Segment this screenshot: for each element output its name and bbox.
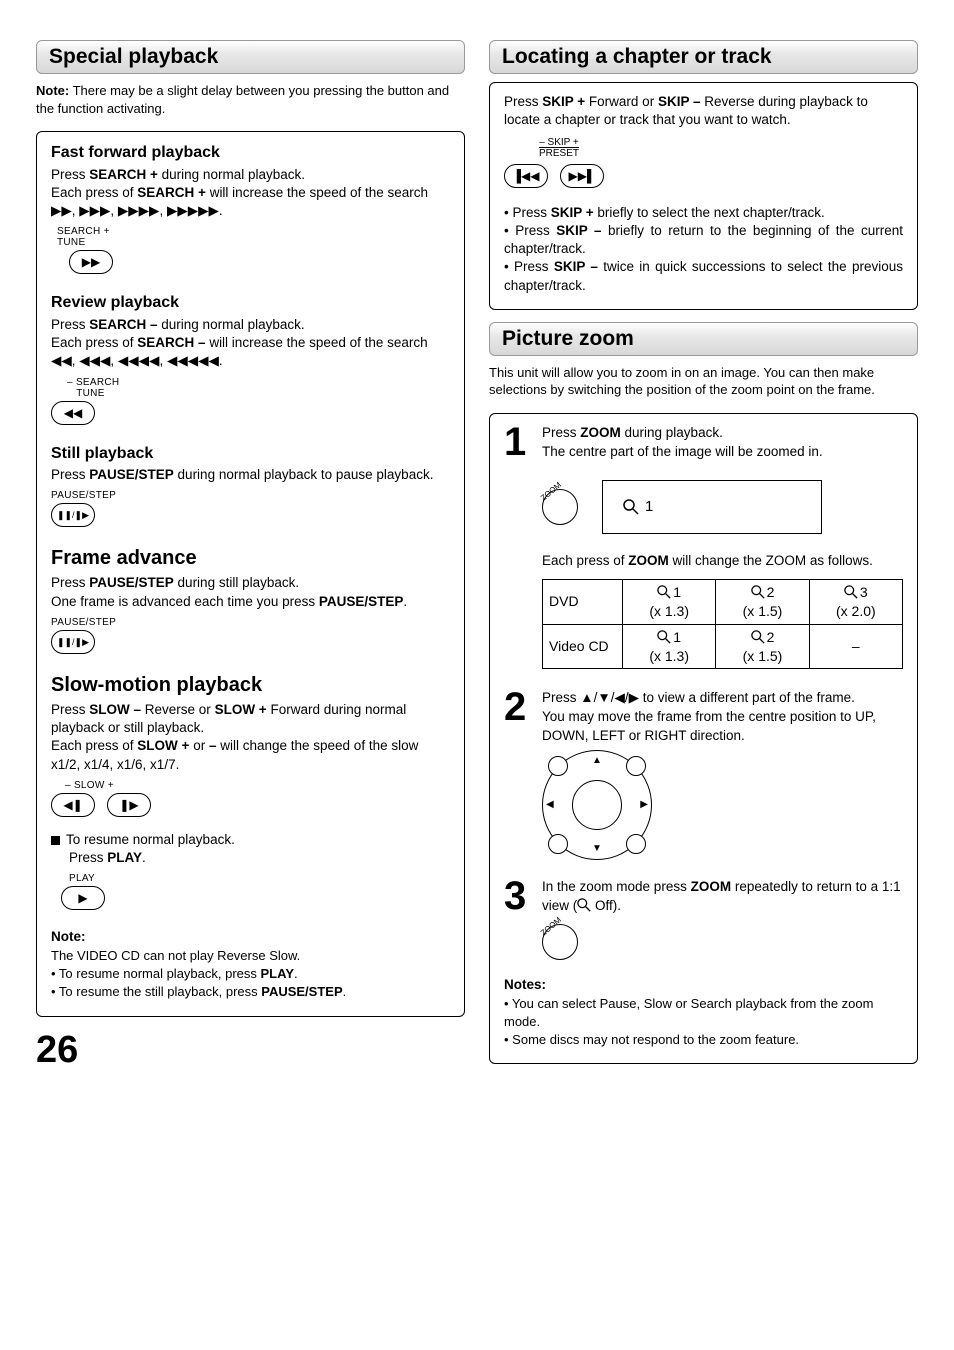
note-l3: • To resume the still playback, press PA… (51, 983, 450, 1001)
zoom-notes: Notes: • You can select Pause, Slow or S… (504, 976, 903, 1049)
search-minus-button-icon: ◀◀ (51, 401, 95, 425)
heading-locate: Locating a chapter or track (502, 45, 905, 69)
frame-btn-label: PAUSE/STEP (51, 617, 450, 628)
square-bullet-icon (51, 836, 60, 845)
rev-line1: Press SEARCH – during normal playback. (51, 316, 450, 334)
step1-l2: The centre part of the image will be zoo… (542, 443, 903, 462)
notes-heading: Notes: (504, 976, 903, 995)
still-btn-label: PAUSE/STEP (51, 490, 450, 501)
ff-btn-label: SEARCH + TUNE (57, 226, 450, 248)
locate-line1: Press SKIP + Forward or SKIP – Reverse d… (504, 93, 903, 129)
dpad-icon: ▲▼ ◀▶ (542, 750, 652, 860)
note-l1: The VIDEO CD can not play Reverse Slow. (51, 947, 450, 965)
step1-l3: Each press of ZOOM will change the ZOOM … (542, 552, 903, 571)
left-column: Special playback Note: There may be a sl… (36, 40, 465, 1076)
section-header-locate: Locating a chapter or track (489, 40, 918, 74)
locate-b1: • Press SKIP + briefly to select the nex… (504, 204, 903, 222)
zoom-button-icon: ZOOM (542, 489, 578, 525)
frame-line2: One frame is advanced each time you pres… (51, 593, 450, 611)
section-header-special: Special playback (36, 40, 465, 74)
slow-note: Note: The VIDEO CD can not play Reverse … (51, 928, 450, 1001)
playback-box: Fast forward playback Press SEARCH + dur… (36, 131, 465, 1017)
notes-l2: • Some discs may not respond to the zoom… (504, 1031, 903, 1049)
rev-block: Review playback Press SEARCH – during no… (51, 292, 450, 430)
skip-label-row: – SKIP + PRESET (514, 137, 903, 161)
note-l2: • To resume normal playback, press PLAY. (51, 965, 450, 983)
magnifier-icon (577, 898, 591, 912)
step-2: 2 Press ▲/▼/◀/▶ to view a different part… (504, 689, 903, 868)
tcell: 2(x 1.5) (716, 624, 809, 669)
slow-plus-button-icon: ❚▶ (107, 793, 151, 817)
ff-line2: Each press of SEARCH + will increase the… (51, 184, 450, 220)
page-number: 26 (36, 1029, 465, 1072)
heading-special: Special playback (49, 45, 452, 69)
note-text: There may be a slight delay between you … (36, 83, 449, 116)
tcell: 3(x 2.0) (809, 579, 902, 624)
section-header-zoom: Picture zoom (489, 322, 918, 356)
slow-title: Slow-motion playback (51, 672, 450, 699)
still-block: Still playback Press PAUSE/STEP during n… (51, 443, 450, 534)
ff-line1: Press SEARCH + during normal playback. (51, 166, 450, 184)
ff-title: Fast forward playback (51, 142, 450, 164)
slow-line2: Each press of SLOW + or – will change th… (51, 737, 450, 773)
locate-b3: • Press SKIP – twice in quick succession… (504, 258, 903, 294)
osd-display: 1 (602, 480, 822, 534)
tcell: – (809, 624, 902, 669)
zoom-button-icon-2: ZOOM (542, 924, 578, 960)
rev-title: Review playback (51, 292, 450, 314)
step1-l1: Press ZOOM during playback. (542, 424, 903, 443)
frame-block: Frame advance Press PAUSE/STEP during st… (51, 545, 450, 659)
resume-line: To resume normal playback. Press PLAY. (51, 831, 450, 867)
slow-minus-button-icon: ◀❚ (51, 793, 95, 817)
rev-btn-label: – SEARCH TUNE (67, 377, 450, 399)
page-content: Special playback Note: There may be a sl… (36, 40, 918, 1076)
skip-plus-button-icon: ▶▶▌ (560, 164, 604, 188)
zoom-box: 1 Press ZOOM during playback. The centre… (489, 413, 918, 1064)
search-plus-button-icon: ▶▶ (69, 250, 113, 274)
frame-title: Frame advance (51, 545, 450, 572)
tcell-dvd: DVD (543, 579, 623, 624)
note-label: Note: (36, 83, 69, 98)
frame-line1: Press PAUSE/STEP during still playback. (51, 574, 450, 592)
ff-block: Fast forward playback Press SEARCH + dur… (51, 142, 450, 280)
step-3-num: 3 (504, 878, 532, 966)
notes-l1: • You can select Pause, Slow or Search p… (504, 995, 903, 1031)
pause-step-button-icon-2: ❚❚/❚▶ (51, 630, 95, 654)
heading-zoom: Picture zoom (502, 327, 905, 351)
note-heading: Note: (51, 928, 450, 947)
magnifier-icon (623, 499, 639, 515)
tcell-vcd: Video CD (543, 624, 623, 669)
locate-b2: • Press SKIP – briefly to return to the … (504, 222, 903, 258)
skip-minus-button-icon: ▐◀◀ (504, 164, 548, 188)
right-column: Locating a chapter or track Press SKIP +… (489, 40, 918, 1076)
tcell: 2(x 1.5) (716, 579, 809, 624)
slow-block: Slow-motion playback Press SLOW – Revers… (51, 672, 450, 916)
note-intro: Note: There may be a slight delay betwee… (36, 82, 465, 117)
step-1: 1 Press ZOOM during playback. The centre… (504, 424, 903, 680)
play-button-icon: ▶ (61, 886, 105, 910)
slow-line1: Press SLOW – Reverse or SLOW + Forward d… (51, 701, 450, 737)
zoom-intro: This unit will allow you to zoom in on a… (489, 364, 918, 399)
step-3: 3 In the zoom mode press ZOOM repeatedly… (504, 878, 903, 966)
tcell: 1(x 1.3) (623, 579, 716, 624)
tcell: 1(x 1.3) (623, 624, 716, 669)
step-2-num: 2 (504, 689, 532, 868)
step2-l2: You may move the frame from the centre p… (542, 708, 903, 746)
locate-box: Press SKIP + Forward or SKIP – Reverse d… (489, 82, 918, 310)
zoom-table: DVD 1(x 1.3) 2(x 1.5) 3(x 2.0) Video CD … (542, 579, 903, 670)
pause-step-button-icon: ❚❚/❚▶ (51, 503, 95, 527)
still-title: Still playback (51, 443, 450, 465)
osd-value: 1 (645, 496, 653, 517)
step3-l1: In the zoom mode press ZOOM repeatedly t… (542, 878, 903, 916)
slow-btn-label: – SLOW + (65, 780, 450, 791)
step-1-num: 1 (504, 424, 532, 680)
rev-line2: Each press of SEARCH – will increase the… (51, 334, 450, 370)
step2-l1: Press ▲/▼/◀/▶ to view a different part o… (542, 689, 903, 708)
still-line1: Press PAUSE/STEP during normal playback … (51, 466, 450, 484)
play-btn-label: PLAY (69, 873, 450, 884)
